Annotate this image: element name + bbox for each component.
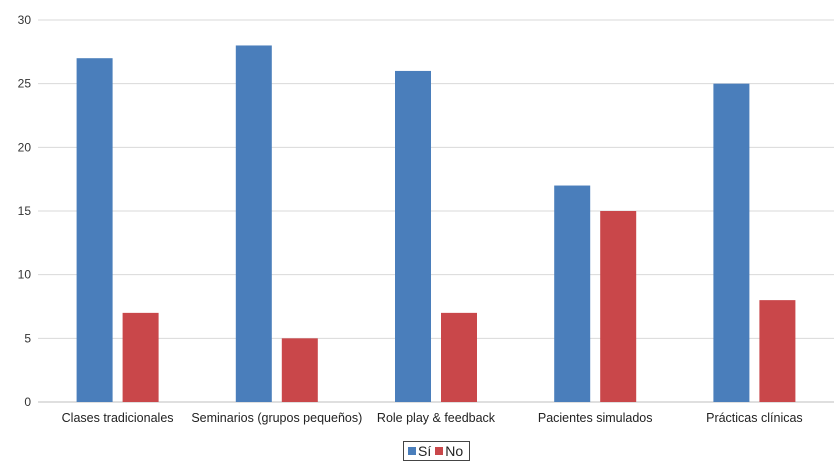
y-tick-label-0: 0: [24, 395, 31, 409]
gridlines: [38, 19, 834, 403]
legend: Sí No: [403, 441, 471, 461]
bar-si-4: [713, 83, 750, 403]
bar-no-2: [441, 312, 477, 402]
y-axis-tick-labels: 0 5 10 15 20 25 30: [18, 13, 32, 409]
y-tick-label-10: 10: [18, 268, 32, 282]
x-category-label-0: Clases tradicionales: [62, 411, 174, 425]
legend-swatch-no: [435, 447, 444, 455]
x-axis-category-labels: Clases tradicionales Seminarios (grupos p…: [62, 411, 803, 425]
bars: [76, 45, 796, 403]
x-category-label-4: Prácticas clínicas: [706, 411, 803, 425]
y-tick-label-30: 30: [18, 13, 32, 27]
bar-si-3: [554, 185, 591, 402]
bar-si-2: [395, 70, 431, 402]
legend-label-no: No: [445, 443, 464, 459]
bar-si-1: [235, 45, 272, 402]
x-category-label-3: Pacientes simulados: [538, 411, 653, 425]
y-tick-label-15: 15: [18, 204, 32, 218]
legend-item-no: No: [435, 443, 463, 459]
bar-no-4: [759, 300, 796, 402]
bar-no-1: [281, 338, 318, 402]
bar-no-3: [600, 211, 637, 402]
bar-si-0: [76, 58, 113, 402]
legend-swatch-si: [408, 447, 416, 455]
y-tick-label-25: 25: [18, 77, 32, 91]
y-tick-label-5: 5: [24, 331, 31, 345]
x-category-label-2: Role play & feedback: [377, 411, 496, 425]
x-category-label-1: Seminarios (grupos pequeños): [191, 411, 362, 425]
y-tick-label-20: 20: [18, 140, 32, 154]
bar-no-0: [122, 312, 159, 402]
legend-item-si: Sí: [408, 443, 431, 459]
legend-label-si: Sí: [418, 443, 432, 459]
